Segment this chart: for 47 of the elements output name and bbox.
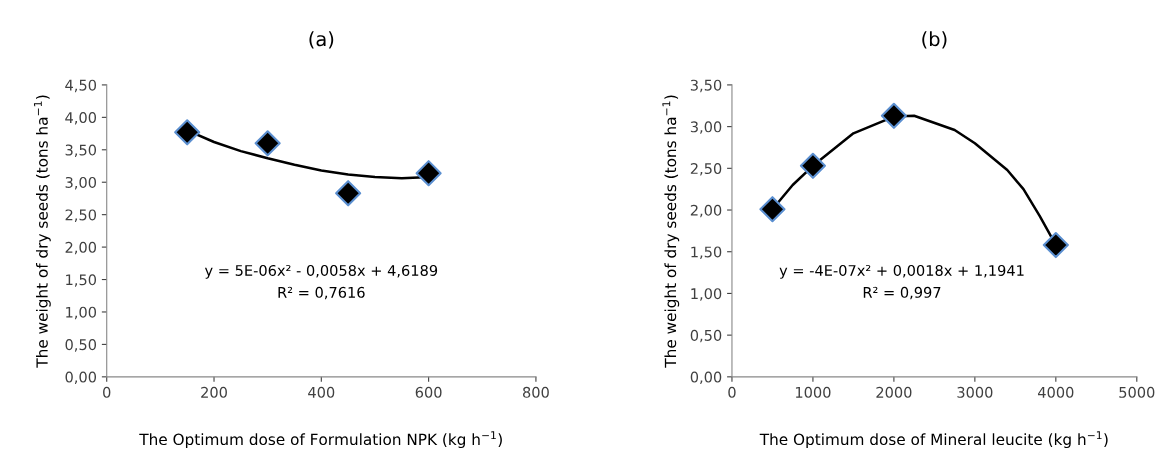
y-tick-label: 1,00 (691, 288, 722, 301)
y-tick-label: 0,00 (690, 371, 722, 385)
point (1042, 231, 1069, 259)
y-tick-label: 2,00 (65, 241, 97, 255)
point (174, 119, 201, 146)
y-tick-label: 4,00 (65, 112, 97, 125)
point (880, 102, 907, 129)
y-tick-label: 1,00 (66, 306, 97, 320)
point (759, 196, 786, 223)
x-tick-label: 1000 (795, 386, 831, 398)
annotation: y = 5E-06x² - 0,0058x + 4,6189 (204, 264, 438, 279)
x-tick-label: 5000 (1119, 386, 1155, 398)
x-axis-title: The Optimum dose of Mineral leucite (kg h$^{−1}$) (759, 431, 1108, 449)
x-tick-label: 200 (201, 386, 227, 398)
y-tick-label: 2,50 (690, 163, 722, 176)
x-axis-title: The Optimum dose of Formulation NPK (kg h$^{−1}$) (139, 431, 502, 449)
point (415, 160, 442, 187)
annotation: R² = 0,7616 (278, 286, 365, 300)
y-axis-title: The weight of dry seeds (tons ha$^{−1}$) (662, 95, 680, 368)
annotation: R² = 0,997 (863, 286, 941, 300)
x-tick-label: 3000 (957, 386, 993, 398)
x-tick-label: 600 (415, 386, 442, 398)
x-tick-label: 800 (522, 386, 549, 398)
x-tick-label: 4000 (1037, 386, 1074, 398)
chart-title: (a) (309, 31, 334, 49)
x-tick-label: 2000 (876, 386, 912, 398)
y-axis-title: The weight of dry seeds (tons ha$^{−1}$) (33, 95, 51, 368)
y-tick-label: 0,00 (65, 371, 97, 385)
y-tick-label: 1,50 (691, 246, 722, 259)
x-tick-label: 0 (728, 386, 736, 398)
y-tick-label: 3,00 (65, 176, 97, 190)
y-tick-label: 1,50 (66, 274, 97, 287)
y-tick-label: 3,50 (690, 79, 722, 93)
point (799, 152, 826, 179)
y-tick-label: 2,50 (65, 209, 97, 222)
y-tick-label: 0,50 (65, 339, 97, 352)
x-tick-label: 400 (308, 386, 335, 398)
point (254, 130, 281, 157)
y-tick-label: 2,00 (690, 204, 722, 218)
chart-title: (b) (922, 31, 947, 49)
y-tick-label: 3,00 (690, 121, 722, 134)
x-tick-label: 0 (103, 386, 111, 398)
annotation: y = -4E-07x² + 0,0018x + 1,1941 (779, 264, 1024, 279)
y-tick-label: 0,50 (690, 329, 722, 343)
y-tick-label: 4,50 (65, 79, 97, 93)
y-tick-label: 3,50 (65, 144, 97, 158)
point (335, 180, 362, 207)
